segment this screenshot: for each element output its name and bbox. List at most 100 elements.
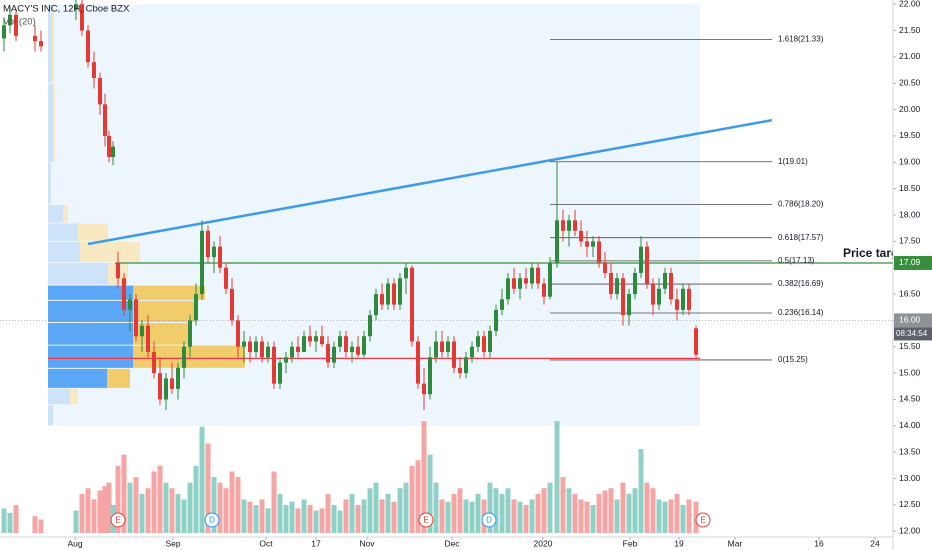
- candle-body: [128, 299, 132, 310]
- volume-bar: [295, 508, 301, 533]
- volume-bar: [403, 482, 409, 533]
- profile-down: [133, 300, 195, 323]
- x-tick-label: 2020: [534, 538, 553, 548]
- profile-up: [48, 300, 133, 323]
- x-tick-label: 19: [674, 538, 684, 548]
- volume-bar: [584, 501, 590, 533]
- volume-bar: [73, 510, 79, 533]
- volume-bar: [487, 482, 493, 533]
- volume-bar: [457, 488, 463, 533]
- candle-body: [98, 77, 102, 105]
- volume-label: Vol (20): [3, 17, 36, 28]
- fib-label: 0.5(17.13): [778, 256, 815, 265]
- x-tick-label: Nov: [359, 538, 375, 548]
- candle-body: [597, 241, 601, 263]
- event-marker: [204, 512, 220, 528]
- profile-up: [48, 405, 53, 426]
- candle-body: [651, 283, 655, 305]
- candle-body: [410, 267, 414, 342]
- profile-up: [48, 262, 108, 285]
- volume-bar: [511, 499, 517, 533]
- candle-body: [675, 299, 679, 310]
- candle-body: [260, 341, 264, 358]
- candle-body: [33, 35, 37, 42]
- candle-body: [663, 272, 667, 289]
- candle-body: [470, 346, 474, 358]
- volume-bar: [355, 505, 361, 533]
- candle-body: [302, 336, 306, 353]
- y-tick-label: 21.50: [899, 25, 921, 35]
- countdown: 08:34:54: [896, 329, 928, 338]
- candle-body: [326, 344, 330, 363]
- profile-up: [48, 345, 133, 368]
- volume-bar: [547, 482, 553, 533]
- volume-bar: [644, 482, 650, 533]
- candle-body: [242, 341, 246, 347]
- candle-body: [681, 288, 685, 310]
- volume-bar: [475, 493, 481, 533]
- x-tick-label: Feb: [623, 538, 638, 548]
- event-marker: [110, 512, 126, 528]
- volume-bar: [235, 477, 241, 533]
- chart-title: MACY'S INC, 12H, Cboe BZX: [3, 4, 130, 15]
- x-tick-label: Sep: [165, 538, 180, 548]
- y-tick-label: 19.00: [899, 157, 921, 167]
- candle-body: [380, 294, 384, 305]
- volume-bar: [499, 493, 505, 533]
- volume-bar: [361, 499, 367, 533]
- candle-body: [633, 272, 637, 295]
- y-tick-label: 13.00: [899, 473, 921, 483]
- candle-body: [476, 336, 480, 347]
- volume-bar: [373, 482, 379, 533]
- candle-body: [669, 272, 673, 300]
- volume-bar: [223, 488, 229, 533]
- volume-bar: [632, 488, 638, 533]
- volume-bar: [241, 499, 247, 533]
- profile-down: [107, 368, 130, 388]
- volume-bar: [638, 449, 644, 533]
- volume-bar: [578, 499, 584, 533]
- volume-bar: [85, 488, 91, 533]
- volume-bar: [572, 493, 578, 533]
- volume-bar: [301, 499, 307, 533]
- volume-bar: [253, 505, 259, 533]
- volume-bar: [650, 488, 656, 533]
- profile-down: [133, 285, 205, 300]
- last-price-tag: [894, 313, 932, 328]
- candle-body: [92, 62, 96, 78]
- event-label: E: [423, 516, 428, 525]
- candle-body: [308, 336, 312, 342]
- y-tick-label: 17.50: [899, 236, 921, 246]
- candle-body: [140, 325, 144, 337]
- candle-body: [555, 220, 559, 263]
- candle-body: [422, 383, 426, 395]
- x-tick-label: Oct: [259, 538, 273, 548]
- candle-body: [368, 315, 372, 337]
- candle-body: [542, 283, 546, 297]
- volume-bar: [32, 516, 38, 533]
- volume-bar: [602, 490, 608, 533]
- volume-bar: [668, 499, 674, 533]
- candle-body: [621, 278, 625, 316]
- candle-body: [494, 309, 498, 331]
- profile-up: [48, 388, 70, 405]
- volume-bar: [626, 493, 632, 533]
- event-label: D: [486, 516, 492, 525]
- price-axis-bg: [893, 0, 932, 550]
- candle-body: [332, 346, 336, 363]
- volume-bar: [145, 488, 151, 533]
- candle-body: [194, 294, 198, 321]
- profile-up: [48, 368, 107, 388]
- candle-body: [296, 346, 300, 353]
- candle-body: [362, 336, 366, 355]
- volume-bar: [517, 501, 523, 533]
- price-target-tag: [894, 255, 932, 270]
- volume-bar: [463, 499, 469, 533]
- candle-body: [146, 325, 150, 353]
- candle-body: [591, 241, 595, 247]
- candle-body: [107, 135, 111, 158]
- volume-bar: [620, 482, 626, 533]
- profile-down: [80, 241, 140, 262]
- volume-bar: [1, 508, 7, 533]
- profile-up: [48, 83, 53, 162]
